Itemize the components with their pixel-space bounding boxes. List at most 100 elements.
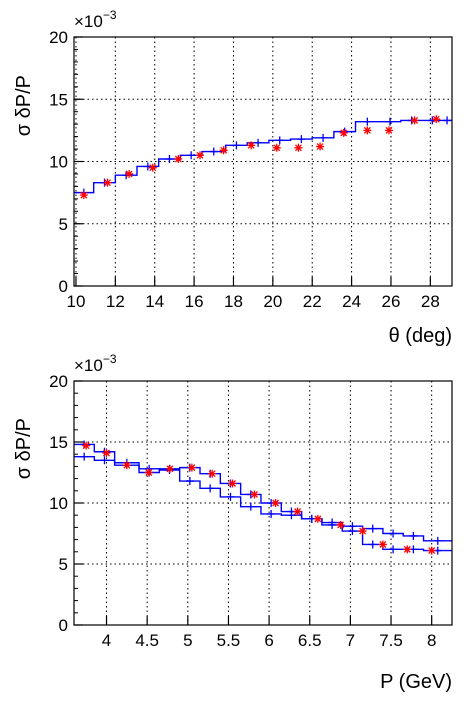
data-point-blue — [209, 147, 218, 156]
chart-theta: 0 5 10 15 20 10 12 14 16 18 20 22 24 26 28 θ (deg) σ δP/… — [13, 8, 453, 347]
data-point-blue — [385, 117, 394, 126]
data-point-red — [358, 527, 367, 536]
y-tick-label: 5 — [59, 555, 68, 574]
chart-momentum: 0 5 10 15 20 4 4.5 5 5.5 6 6.5 7 7.5 8 P (GeV) σ δP/P ×1… — [13, 352, 453, 693]
x-tick-label: 4 — [102, 631, 111, 650]
data-point-red — [208, 469, 217, 478]
data-point-blue — [389, 529, 398, 538]
y-tick-label: 15 — [49, 433, 68, 452]
data-point-red — [79, 191, 88, 200]
x-axis-label: θ (deg) — [389, 325, 452, 347]
data-point-red — [196, 151, 204, 160]
x-tick-label: 6 — [264, 631, 273, 650]
x-axis-label: P (GeV) — [380, 671, 452, 693]
data-point-blue — [232, 141, 241, 150]
data-point-red — [293, 507, 302, 516]
data-point-red — [250, 490, 259, 499]
data-point-blue — [319, 133, 328, 142]
data-point-blue — [363, 117, 372, 126]
y-multiplier: ×10−3 — [74, 352, 117, 375]
x-tick-label: 20 — [263, 292, 282, 311]
y-axis-label: σ δP/P — [13, 75, 35, 136]
data-point-blue — [389, 545, 398, 554]
data-point-red — [339, 128, 348, 137]
data-point-blue — [348, 527, 357, 536]
x-tick-label: 7 — [346, 631, 355, 650]
data-point-red — [122, 461, 131, 470]
data-point-red — [165, 464, 174, 473]
x-tick-label: 18 — [224, 292, 243, 311]
data-point-red — [103, 178, 112, 187]
y-tick-label: 15 — [49, 90, 68, 109]
y-multiplier: ×10−3 — [74, 8, 117, 31]
x-tick-label: 4.5 — [135, 631, 159, 650]
data-point-red — [427, 546, 436, 555]
data-point-red — [336, 520, 345, 529]
data-point-blue — [297, 135, 306, 144]
data-point-blue — [328, 520, 337, 529]
x-tick-label: 8 — [427, 631, 436, 650]
data-point-red — [378, 540, 387, 549]
y-tick-label: 20 — [49, 28, 68, 47]
x-tick-label: 5.5 — [217, 631, 241, 650]
x-tick-label: 28 — [421, 292, 440, 311]
data-point-red — [148, 163, 157, 172]
data-point-red — [385, 126, 393, 135]
data-point-blue — [246, 502, 255, 511]
data-point-blue — [409, 531, 418, 540]
data-point-red — [272, 143, 281, 152]
y-multiplier-exponent: −3 — [103, 8, 117, 22]
data-point-red — [294, 143, 303, 152]
data-point-red — [228, 479, 237, 488]
x-tick-label: 22 — [303, 292, 322, 311]
series-step-line — [74, 443, 452, 552]
x-tick-label: 10 — [67, 292, 86, 311]
data-point-blue — [433, 536, 442, 545]
data-point-blue — [143, 162, 152, 171]
data-point-red — [313, 514, 322, 523]
data-point-red — [316, 142, 325, 151]
data-point-blue — [185, 477, 194, 486]
data-point-red — [125, 169, 134, 178]
x-tick-label: 5 — [183, 631, 192, 650]
y-tick-label: 0 — [59, 616, 68, 635]
y-tick-label: 10 — [49, 153, 68, 172]
data-point-red — [174, 155, 183, 164]
data-point-blue — [254, 138, 263, 147]
data-point-blue — [100, 456, 109, 465]
data-point-red — [102, 448, 111, 457]
y-multiplier-exponent: −3 — [103, 352, 117, 366]
series-step-line — [74, 119, 452, 194]
data-point-blue — [187, 151, 196, 160]
y-tick-label: 10 — [49, 494, 68, 513]
data-point-blue — [267, 509, 276, 518]
data-point-blue — [206, 484, 215, 493]
data-point-blue — [165, 155, 174, 164]
data-point-red — [403, 545, 412, 554]
x-tick-label: 16 — [185, 292, 204, 311]
data-point-red — [219, 146, 228, 155]
data-point-red — [187, 463, 196, 472]
y-tick-label: 20 — [49, 372, 68, 391]
data-point-blue — [226, 492, 235, 501]
data-point-red — [410, 116, 419, 125]
x-tick-label: 26 — [382, 292, 401, 311]
data-point-blue — [275, 136, 284, 145]
x-tick-label: 14 — [145, 292, 164, 311]
data-point-red — [247, 141, 256, 150]
x-tick-label: 12 — [106, 292, 125, 311]
x-tick-label: 7.5 — [379, 631, 403, 650]
y-tick-label: 5 — [59, 215, 68, 234]
data-point-blue — [80, 452, 89, 461]
series-step-line — [74, 455, 452, 542]
data-point-red — [432, 115, 441, 124]
x-tick-label: 24 — [342, 292, 361, 311]
y-tick-label: 0 — [59, 277, 68, 296]
data-point-red — [144, 468, 153, 477]
data-point-blue — [443, 116, 452, 125]
y-axis-label: σ δP/P — [13, 418, 35, 479]
data-point-red — [82, 441, 91, 450]
data-point-red — [271, 499, 280, 507]
y-multiplier-base: ×10 — [74, 356, 103, 375]
